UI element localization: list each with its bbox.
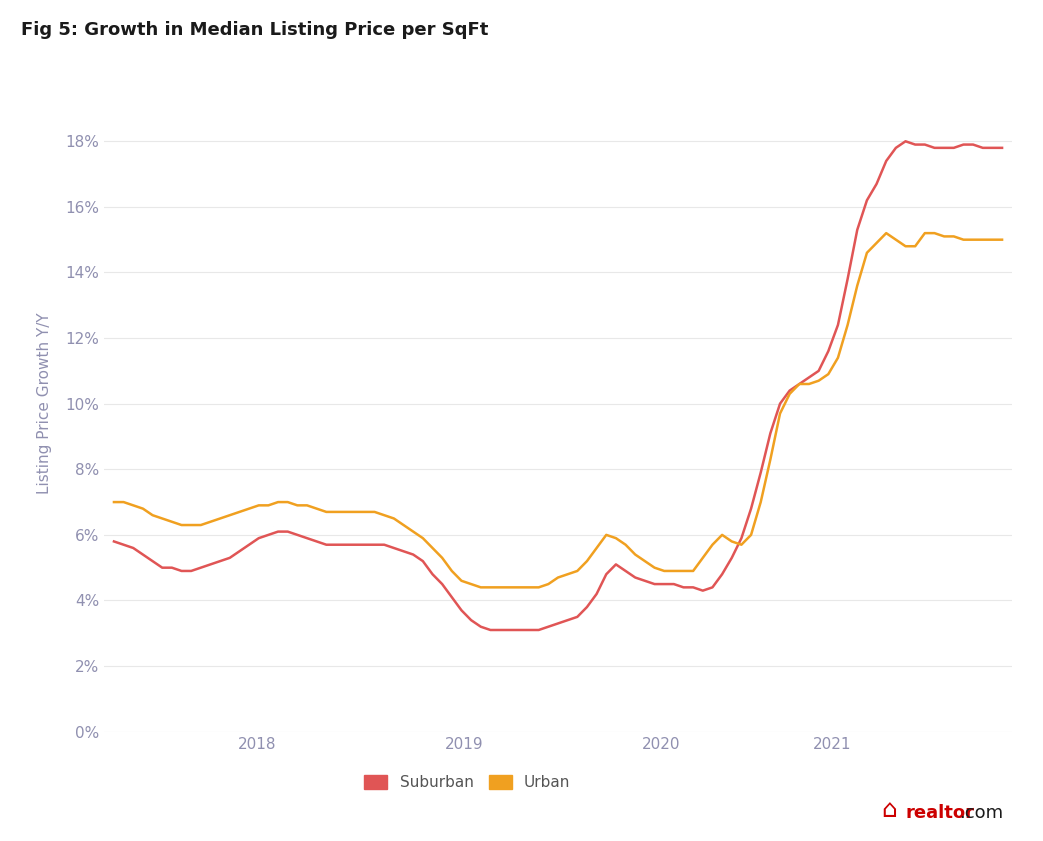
Text: realtor: realtor bbox=[905, 805, 974, 822]
Legend: Suburban, Urban: Suburban, Urban bbox=[358, 769, 577, 796]
Text: ⌂: ⌂ bbox=[881, 798, 897, 822]
Text: Fig 5: Growth in Median Listing Price per SqFt: Fig 5: Growth in Median Listing Price pe… bbox=[21, 21, 488, 39]
Text: .com: .com bbox=[960, 805, 1003, 822]
Y-axis label: Listing Price Growth Y/Y: Listing Price Growth Y/Y bbox=[37, 313, 51, 495]
